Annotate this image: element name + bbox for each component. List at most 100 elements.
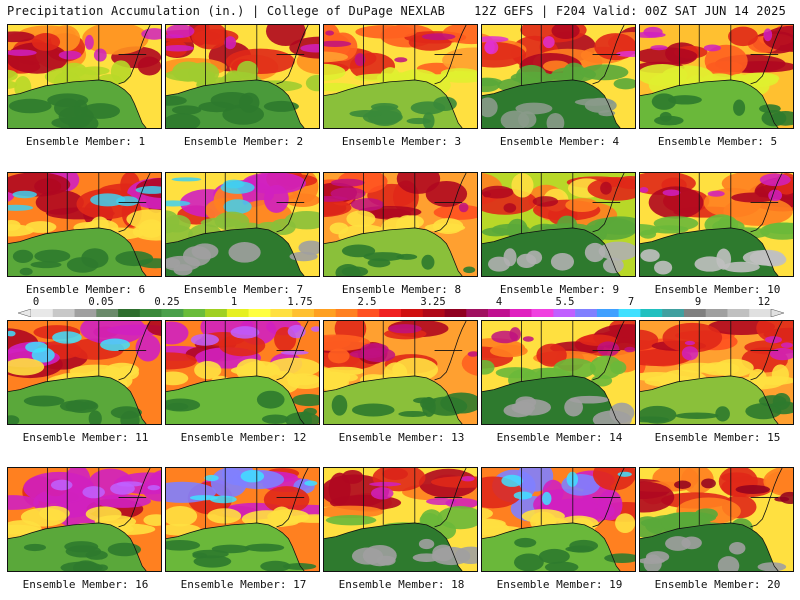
colorbar-tick-label: 0 bbox=[32, 296, 40, 308]
ensemble-member-label: Ensemble Member: 12 bbox=[180, 431, 307, 444]
ensemble-member-label: Ensemble Member: 19 bbox=[496, 578, 623, 591]
colorbar-swatch bbox=[357, 309, 380, 317]
colorbar-swatch bbox=[749, 309, 772, 317]
ensemble-member-map bbox=[323, 320, 478, 425]
ensemble-member-map bbox=[165, 467, 320, 572]
ensemble-member-map bbox=[481, 172, 636, 277]
precip-field bbox=[166, 321, 319, 424]
precip-field bbox=[482, 321, 635, 424]
colorbar-swatch bbox=[509, 309, 532, 317]
ensemble-member-label: Ensemble Member: 13 bbox=[338, 431, 465, 444]
ensemble-member-label: Ensemble Member: 10 bbox=[654, 283, 781, 296]
precip-field bbox=[482, 173, 635, 276]
colorbar-tick-label: 0.25 bbox=[154, 296, 180, 308]
colorbar-swatch bbox=[31, 309, 54, 317]
ensemble-member-label: Ensemble Member: 18 bbox=[338, 578, 465, 591]
ensemble-member-label: Ensemble Member: 17 bbox=[180, 578, 307, 591]
ensemble-member-map bbox=[323, 467, 478, 572]
colorbar-swatch bbox=[74, 309, 97, 317]
ensemble-member-map bbox=[639, 467, 794, 572]
colorbar-swatch bbox=[335, 309, 358, 317]
colorbar-swatch bbox=[248, 309, 271, 317]
colorbar-swatch bbox=[205, 309, 228, 317]
colorbar-tick-label: 1.75 bbox=[287, 296, 313, 308]
colorbar-swatch bbox=[662, 309, 685, 317]
colorbar-swatch bbox=[401, 309, 424, 317]
precip-field bbox=[324, 25, 477, 128]
ensemble-member-label: Ensemble Member: 9 bbox=[499, 283, 620, 296]
ensemble-member-map bbox=[639, 320, 794, 425]
ensemble-member-label: Ensemble Member: 15 bbox=[654, 431, 781, 444]
colorbar-max-arrow bbox=[770, 309, 784, 317]
colorbar-swatch bbox=[118, 309, 141, 317]
colorbar-tick-label: 1 bbox=[230, 296, 238, 308]
ensemble-member-map bbox=[165, 172, 320, 277]
run-valid-time: 12Z GEFS | F204 Valid: 00Z SAT JUN 14 20… bbox=[474, 4, 786, 18]
ensemble-member-map bbox=[165, 320, 320, 425]
colorbar-swatch bbox=[640, 309, 663, 317]
colorbar-swatch bbox=[531, 309, 554, 317]
ensemble-member-map bbox=[323, 24, 478, 129]
precip-field bbox=[166, 468, 319, 571]
ensemble-member-map bbox=[165, 24, 320, 129]
colorbar-tick-label: 3.25 bbox=[420, 296, 446, 308]
precip-field bbox=[166, 173, 319, 276]
ensemble-member-label: Ensemble Member: 16 bbox=[22, 578, 149, 591]
colorbar-tick-label: 12 bbox=[757, 296, 771, 308]
ensemble-member-map bbox=[481, 320, 636, 425]
ensemble-member-map bbox=[481, 467, 636, 572]
colorbar-swatch bbox=[683, 309, 706, 317]
ensemble-member-map bbox=[7, 467, 162, 572]
colorbar-swatch bbox=[422, 309, 445, 317]
colorbar-swatch bbox=[596, 309, 619, 317]
precip-field bbox=[324, 173, 477, 276]
ensemble-member-label: Ensemble Member: 2 bbox=[183, 135, 304, 148]
precip-field bbox=[482, 468, 635, 571]
colorbar-tick-label: 0.05 bbox=[88, 296, 114, 308]
colorbar-min-arrow bbox=[18, 309, 32, 317]
ensemble-member-map bbox=[7, 320, 162, 425]
colorbar-swatch bbox=[379, 309, 402, 317]
colorbar-swatch bbox=[313, 309, 336, 317]
colorbar bbox=[18, 309, 784, 317]
precip-field bbox=[640, 468, 793, 571]
colorbar-swatch bbox=[96, 309, 119, 317]
colorbar-swatch bbox=[618, 309, 641, 317]
colorbar-swatch bbox=[444, 309, 467, 317]
precip-field bbox=[324, 468, 477, 571]
ensemble-member-map bbox=[639, 172, 794, 277]
colorbar-tick-label: 5.5 bbox=[555, 296, 575, 308]
ensemble-member-map bbox=[481, 24, 636, 129]
precip-field bbox=[8, 25, 161, 128]
ensemble-member-label: Ensemble Member: 6 bbox=[25, 283, 146, 296]
map-title: Precipitation Accumulation (in.) | Colle… bbox=[7, 4, 446, 18]
precip-field bbox=[640, 173, 793, 276]
colorbar-tick-label: 4 bbox=[495, 296, 503, 308]
colorbar-swatch bbox=[466, 309, 489, 317]
ensemble-member-label: Ensemble Member: 5 bbox=[657, 135, 778, 148]
ensemble-member-map bbox=[7, 24, 162, 129]
precip-field bbox=[8, 173, 161, 276]
colorbar-swatch bbox=[488, 309, 511, 317]
colorbar-swatch bbox=[575, 309, 598, 317]
ensemble-member-label: Ensemble Member: 20 bbox=[654, 578, 781, 591]
colorbar-tick-label: 9 bbox=[694, 296, 702, 308]
precip-field bbox=[324, 321, 477, 424]
ensemble-member-label: Ensemble Member: 7 bbox=[183, 283, 304, 296]
colorbar-swatch bbox=[139, 309, 162, 317]
ensemble-member-map bbox=[7, 172, 162, 277]
colorbar-tick-label: 2.5 bbox=[357, 296, 377, 308]
colorbar-swatch bbox=[553, 309, 576, 317]
colorbar-swatch bbox=[161, 309, 184, 317]
colorbar-swatch bbox=[727, 309, 750, 317]
colorbar-swatch bbox=[292, 309, 315, 317]
ensemble-member-label: Ensemble Member: 3 bbox=[341, 135, 462, 148]
precip-field bbox=[166, 25, 319, 128]
colorbar-tick-label: 7 bbox=[627, 296, 635, 308]
ensemble-member-label: Ensemble Member: 4 bbox=[499, 135, 620, 148]
colorbar-swatch bbox=[705, 309, 728, 317]
colorbar-swatch bbox=[52, 309, 75, 317]
colorbar-swatch bbox=[226, 309, 249, 317]
precip-field bbox=[640, 25, 793, 128]
colorbar-swatch bbox=[183, 309, 206, 317]
